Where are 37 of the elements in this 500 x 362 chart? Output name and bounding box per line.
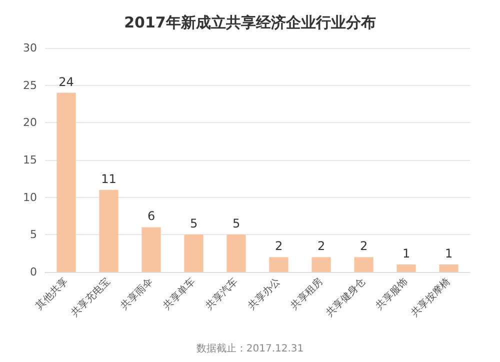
data-label: 1 (444, 246, 453, 261)
data-label: 2 (317, 239, 326, 254)
bar (269, 257, 288, 272)
bar (142, 227, 161, 272)
bar (354, 257, 374, 272)
bar (56, 92, 76, 272)
x-tick-label: 共享服饰 (373, 275, 410, 312)
bar (226, 234, 246, 272)
data-label: 5 (232, 216, 240, 231)
y-tick-label: 30 (23, 42, 37, 54)
x-tick-label: 共享租房 (288, 275, 326, 312)
bar (184, 234, 204, 272)
data-label: 2 (360, 239, 368, 254)
bar (312, 257, 331, 272)
x-tick-label: 共享健身仓 (324, 275, 368, 320)
data-label: 24 (58, 74, 74, 89)
text: 数据截止：2017.12.31 (196, 342, 304, 354)
x-tick-label: 共享单车 (160, 275, 198, 312)
chart-title: 2017年新成立共享经济企业行业分布 (124, 14, 376, 32)
x-tick-label: 共享雨伞 (118, 275, 156, 312)
x-tick-label: 共享按摩椅 (408, 275, 453, 320)
x-tick-label: 共享充电宝 (68, 275, 113, 320)
y-tick-label: 20 (23, 116, 37, 130)
x-tick-label: 共享办公 (246, 275, 283, 312)
data-label: 2 (274, 239, 283, 254)
data-label: 5 (190, 216, 198, 231)
data-label: 6 (147, 209, 156, 224)
bar (99, 190, 118, 272)
bar (396, 264, 416, 272)
y-tick-label: 15 (23, 154, 37, 166)
y-tick-label: 25 (23, 78, 37, 92)
y-tick-label: 5 (30, 228, 37, 242)
x-tick-label: 共享汽车 (203, 275, 240, 312)
bar (439, 264, 458, 272)
data-label: 11 (101, 172, 116, 186)
data-label: 1 (402, 246, 410, 261)
y-tick-label: 10 (23, 190, 37, 204)
